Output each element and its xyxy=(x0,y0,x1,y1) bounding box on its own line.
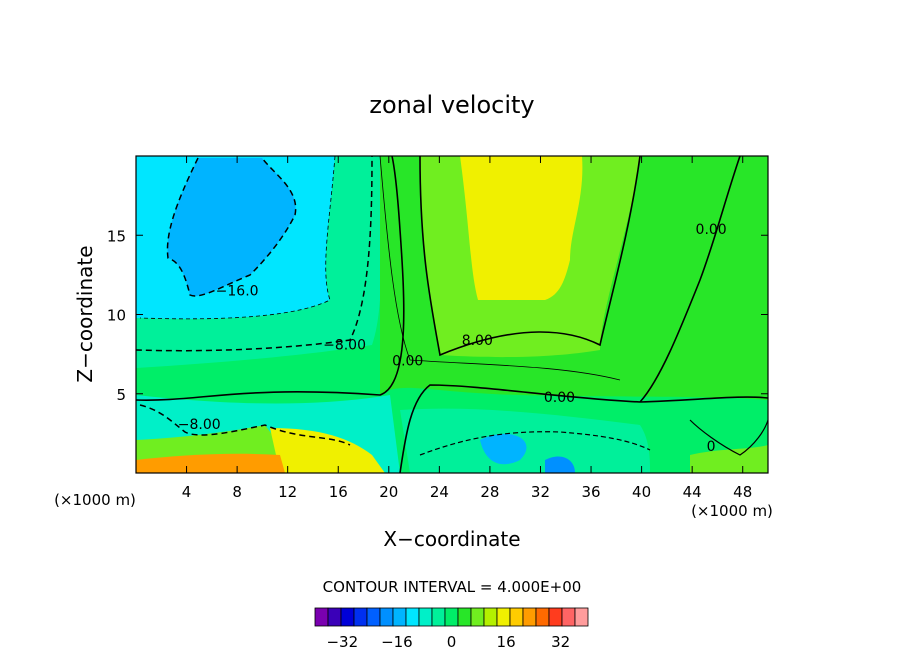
colorbar-tick-label: 0 xyxy=(447,633,457,651)
colorbar-swatch xyxy=(431,607,446,627)
plot-area xyxy=(136,156,768,473)
colorbar-swatch xyxy=(444,607,459,627)
colorbar-swatch xyxy=(353,607,368,627)
y-tick-label: 10 xyxy=(107,307,126,325)
colorbar-swatch xyxy=(535,607,550,627)
contour-label: 0 xyxy=(707,439,716,455)
colorbar-swatch xyxy=(418,607,433,627)
x-tick-label: 8 xyxy=(232,483,242,501)
colorbar-swatch xyxy=(509,607,524,627)
colorbar-swatch xyxy=(405,607,420,627)
contour-plus8 xyxy=(419,156,641,357)
colorbar-tick-label: 16 xyxy=(497,633,516,651)
x-tick-label: 4 xyxy=(182,483,192,501)
colorbar-swatch xyxy=(340,607,355,627)
contour-label: 0.00 xyxy=(392,353,423,369)
contour-interval-text: CONTOUR INTERVAL = 4.000E+00 xyxy=(323,578,582,596)
contour-labels: −16.0 −8.00 −8.00 0.00 8.00 0.00 0.00 0 xyxy=(178,222,727,455)
colorbar-swatch xyxy=(392,607,407,627)
contour-lower-right-dashed xyxy=(419,431,651,456)
x-tick-label: 16 xyxy=(329,483,348,501)
y-tick-label: 5 xyxy=(116,386,126,404)
contour-label: −8.00 xyxy=(178,417,221,433)
contour-minus12 xyxy=(139,156,336,320)
x-unit-left: (×1000 m) xyxy=(54,491,136,509)
x-tick-label: 28 xyxy=(480,483,499,501)
x-tick-label: 36 xyxy=(581,483,600,501)
contour-minus16 xyxy=(166,157,297,297)
field-lower-blue-patch xyxy=(480,433,527,465)
colorbar-tick-label: −32 xyxy=(326,633,358,651)
field-minus16-region xyxy=(167,158,296,296)
colorbar-swatch xyxy=(548,607,563,627)
x-unit-right: (×1000 m) xyxy=(691,502,773,520)
contour-label: 0.00 xyxy=(696,222,727,238)
x-axis-label: X−coordinate xyxy=(383,527,520,551)
x-tick-label: 40 xyxy=(632,483,651,501)
colorbar-swatch xyxy=(470,607,485,627)
x-tick-label: 12 xyxy=(278,483,297,501)
colorbar-swatch xyxy=(366,607,381,627)
y-axis-label: Z−coordinate xyxy=(73,245,97,382)
field-lower-mid-band xyxy=(400,408,650,473)
colorbar-swatch xyxy=(496,607,511,627)
colorbar-swatch xyxy=(379,607,394,627)
contour-label: −8.00 xyxy=(323,338,366,354)
field-lower-deep-patch xyxy=(545,456,575,473)
x-tick-label: 32 xyxy=(531,483,550,501)
contour-label: 0.00 xyxy=(544,390,575,406)
colorbar-swatch xyxy=(327,607,342,627)
x-tick-label: 48 xyxy=(733,483,752,501)
contour-right-wiggle xyxy=(689,419,768,456)
colorbar-swatch xyxy=(574,607,589,627)
contour-zero-right xyxy=(639,156,741,403)
colorbar-swatch xyxy=(522,607,537,627)
field-yellow-top xyxy=(460,156,583,300)
x-axis: 4 8 12 16 20 24 28 32 36 40 44 48 xyxy=(182,156,752,501)
chart-title: zonal velocity xyxy=(369,91,534,119)
contour-zero-main xyxy=(136,156,405,401)
contour-label: 8.00 xyxy=(462,333,493,349)
y-axis: 5 10 15 xyxy=(107,227,768,404)
colorbar-swatch xyxy=(483,607,498,627)
x-tick-label: 24 xyxy=(430,483,449,501)
field-lower-left-orange xyxy=(136,453,285,473)
field-lower-left-yellow xyxy=(270,428,385,473)
colorbar-swatch xyxy=(457,607,472,627)
colorbar-tick-label: 32 xyxy=(551,633,570,651)
x-tick-label: 44 xyxy=(683,483,702,501)
contour-zero-low xyxy=(399,384,768,473)
contour-minus8 xyxy=(136,156,373,352)
contour-lines xyxy=(136,156,768,473)
contour-plus4-top xyxy=(379,156,621,381)
colorbar-swatch xyxy=(314,607,329,627)
contour-label: −16.0 xyxy=(216,284,259,300)
contour-minus8-lower xyxy=(139,404,351,446)
field-lower-right-green xyxy=(690,445,768,473)
colorbar-swatch xyxy=(561,607,576,627)
y-tick-label: 15 xyxy=(107,227,126,245)
x-tick-label: 20 xyxy=(379,483,398,501)
colorbar: −32 −16 0 16 32 xyxy=(314,607,589,651)
colorbar-tick-label: −16 xyxy=(381,633,413,651)
